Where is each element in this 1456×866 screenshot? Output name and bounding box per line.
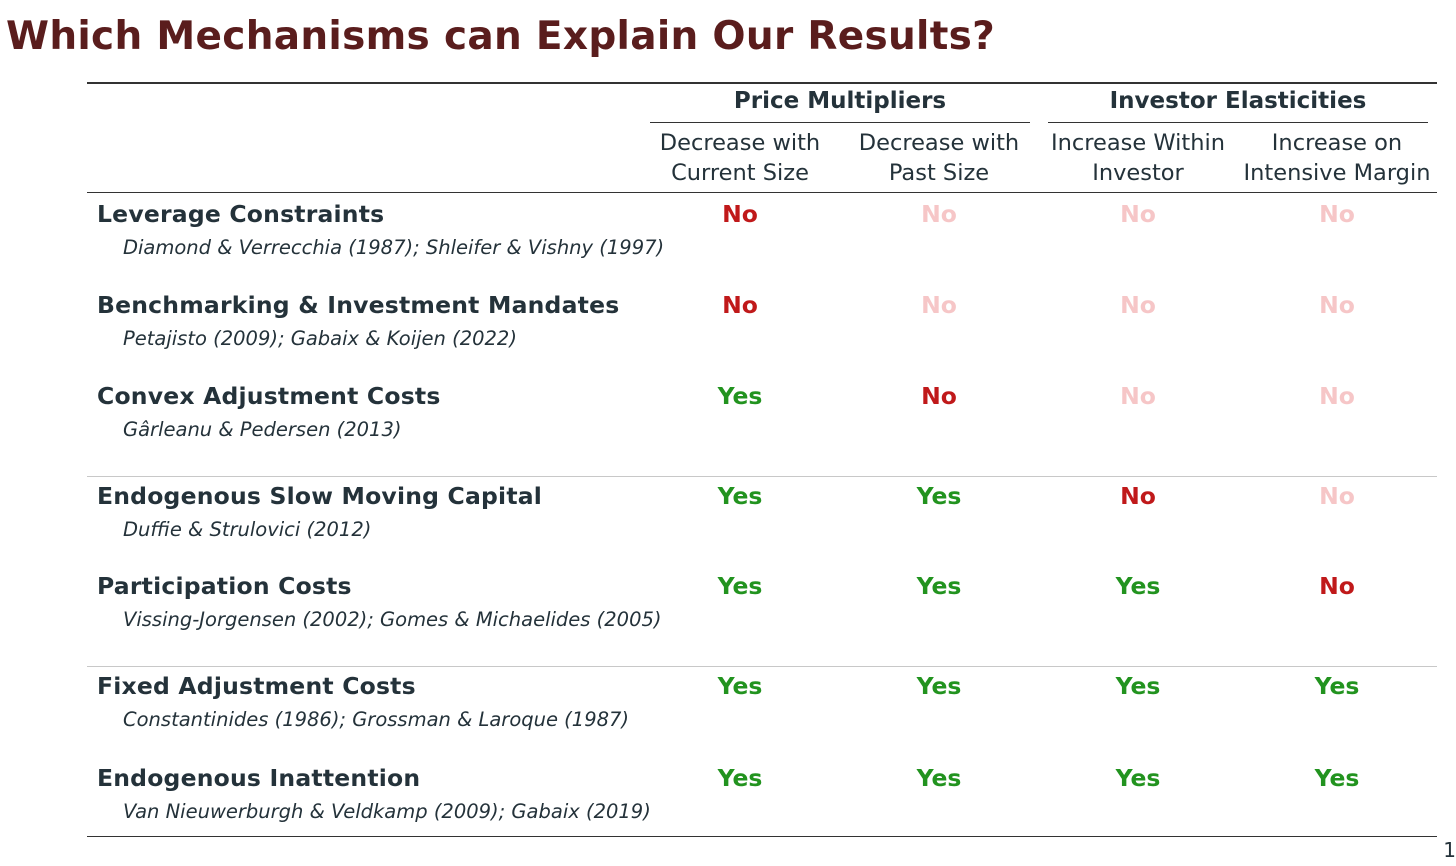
result-cell: Yes (916, 672, 962, 700)
result-cell: Yes (916, 482, 962, 510)
result-cell: Yes (1314, 764, 1360, 792)
column-header-line: Current Size (671, 160, 809, 186)
header-bottom-rule (87, 192, 1437, 193)
group-header-price-multipliers: Price Multipliers (733, 88, 947, 114)
mechanism-citation: Petajisto (2009); Gabaix & Koijen (2022) (123, 327, 517, 350)
result-cell: No (1120, 382, 1156, 410)
result-cell: No (921, 382, 957, 410)
mechanism-citation: Duffie & Strulovici (2012) (123, 518, 372, 541)
result-cell: No (1319, 572, 1355, 600)
result-cell: No (1319, 200, 1355, 228)
column-header-line: Intensive Margin (1243, 160, 1431, 186)
page-number: 1 (1443, 838, 1456, 862)
result-cell: Yes (717, 672, 763, 700)
column-header-line: Increase Within (1051, 130, 1225, 156)
mechanism-citation: Diamond & Verrecchia (1987); Shleifer & … (123, 236, 665, 259)
mechanism-name: Convex Adjustment Costs (97, 382, 441, 410)
column-header-current-size: Decrease with Current Size (640, 128, 840, 188)
result-cell: No (1120, 200, 1156, 228)
slide-title: Which Mechanisms can Explain Our Results… (6, 14, 996, 59)
mechanism-name: Endogenous Inattention (97, 764, 421, 792)
result-cell: Yes (717, 764, 763, 792)
result-cell: No (1319, 382, 1355, 410)
mechanism-name: Benchmarking & Investment Mandates (97, 291, 620, 319)
mechanism-name: Leverage Constraints (97, 200, 385, 228)
column-header-line: Decrease with (858, 130, 1020, 156)
column-header-line: Investor (1092, 160, 1184, 186)
mechanism-citation: Van Nieuwerburgh & Veldkamp (2009); Gaba… (123, 800, 651, 823)
result-cell: Yes (717, 482, 763, 510)
result-cell: Yes (1115, 764, 1161, 792)
result-cell: Yes (1115, 672, 1161, 700)
result-cell: No (1120, 482, 1156, 510)
result-cell: No (1120, 291, 1156, 319)
result-cell: Yes (717, 572, 763, 600)
section-divider (87, 476, 1437, 477)
group-rule-investor-elasticities (1048, 122, 1428, 123)
section-divider (87, 666, 1437, 667)
mechanism-name: Fixed Adjustment Costs (97, 672, 416, 700)
column-header-intensive-margin: Increase on Intensive Margin (1237, 128, 1437, 188)
mechanism-citation: Constantinides (1986); Grossman & Laroqu… (123, 708, 630, 731)
group-rule-price-multipliers (650, 122, 1030, 123)
table-top-rule (87, 82, 1437, 84)
result-cell: No (1319, 291, 1355, 319)
result-cell: Yes (916, 572, 962, 600)
result-cell: Yes (1314, 672, 1360, 700)
column-header-line: Past Size (888, 160, 990, 186)
column-header-within-investor: Increase Within Investor (1038, 128, 1238, 188)
result-cell: No (921, 200, 957, 228)
result-cell: No (722, 200, 758, 228)
result-cell: No (1319, 482, 1355, 510)
mechanism-citation: Vissing-Jorgensen (2002); Gomes & Michae… (123, 608, 662, 631)
result-cell: No (722, 291, 758, 319)
result-cell: Yes (717, 382, 763, 410)
group-header-investor-elasticities: Investor Elasticities (1109, 88, 1367, 114)
column-header-line: Increase on (1271, 130, 1403, 156)
mechanism-name: Endogenous Slow Moving Capital (97, 482, 543, 510)
result-cell: Yes (1115, 572, 1161, 600)
mechanism-name: Participation Costs (97, 572, 352, 600)
column-header-past-size: Decrease with Past Size (839, 128, 1039, 188)
result-cell: No (921, 291, 957, 319)
mechanism-citation: Gârleanu & Pedersen (2013) (123, 418, 402, 441)
result-cell: Yes (916, 764, 962, 792)
table-bottom-rule (87, 836, 1437, 837)
column-header-line: Decrease with (659, 130, 821, 156)
